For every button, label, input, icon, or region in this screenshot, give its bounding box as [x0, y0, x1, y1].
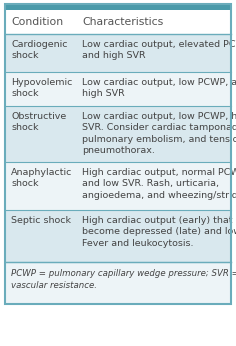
Text: Cardiogenic
shock: Cardiogenic shock [11, 40, 67, 60]
Text: Condition: Condition [11, 17, 63, 27]
Bar [5, 4, 231, 10]
Text: High cardiac output, normal PCWP,
and low SVR. Rash, urticaria,
angioedema, and : High cardiac output, normal PCWP, and lo… [82, 168, 236, 200]
Text: Septic shock: Septic shock [11, 216, 71, 225]
Text: High cardiac output (early) that can
become depressed (late) and low SVR.
Fever : High cardiac output (early) that can bec… [82, 216, 236, 248]
Bar [5, 4, 231, 304]
Bar [5, 106, 231, 162]
Text: Low cardiac output, low PCWP, and
high SVR: Low cardiac output, low PCWP, and high S… [82, 78, 236, 99]
Text: Obstructive
shock: Obstructive shock [11, 112, 66, 132]
Text: Anaphylactic
shock: Anaphylactic shock [11, 168, 72, 188]
Bar [5, 72, 231, 106]
Bar [5, 262, 231, 304]
Text: Characteristics: Characteristics [82, 17, 164, 27]
Text: PCWP = pulmonary capillary wedge pressure; SVR = systemic
vascular resistance.: PCWP = pulmonary capillary wedge pressur… [11, 269, 236, 290]
Bar [5, 162, 231, 210]
Text: Low cardiac output, low PCWP, high
SVR. Consider cardiac tamponade,
pulmonary em: Low cardiac output, low PCWP, high SVR. … [82, 112, 236, 155]
Text: Low cardiac output, elevated PCWP,
and high SVR: Low cardiac output, elevated PCWP, and h… [82, 40, 236, 61]
Text: Hypovolemic
shock: Hypovolemic shock [11, 78, 72, 98]
Bar [5, 34, 231, 72]
Bar [5, 10, 231, 34]
Bar [5, 210, 231, 262]
